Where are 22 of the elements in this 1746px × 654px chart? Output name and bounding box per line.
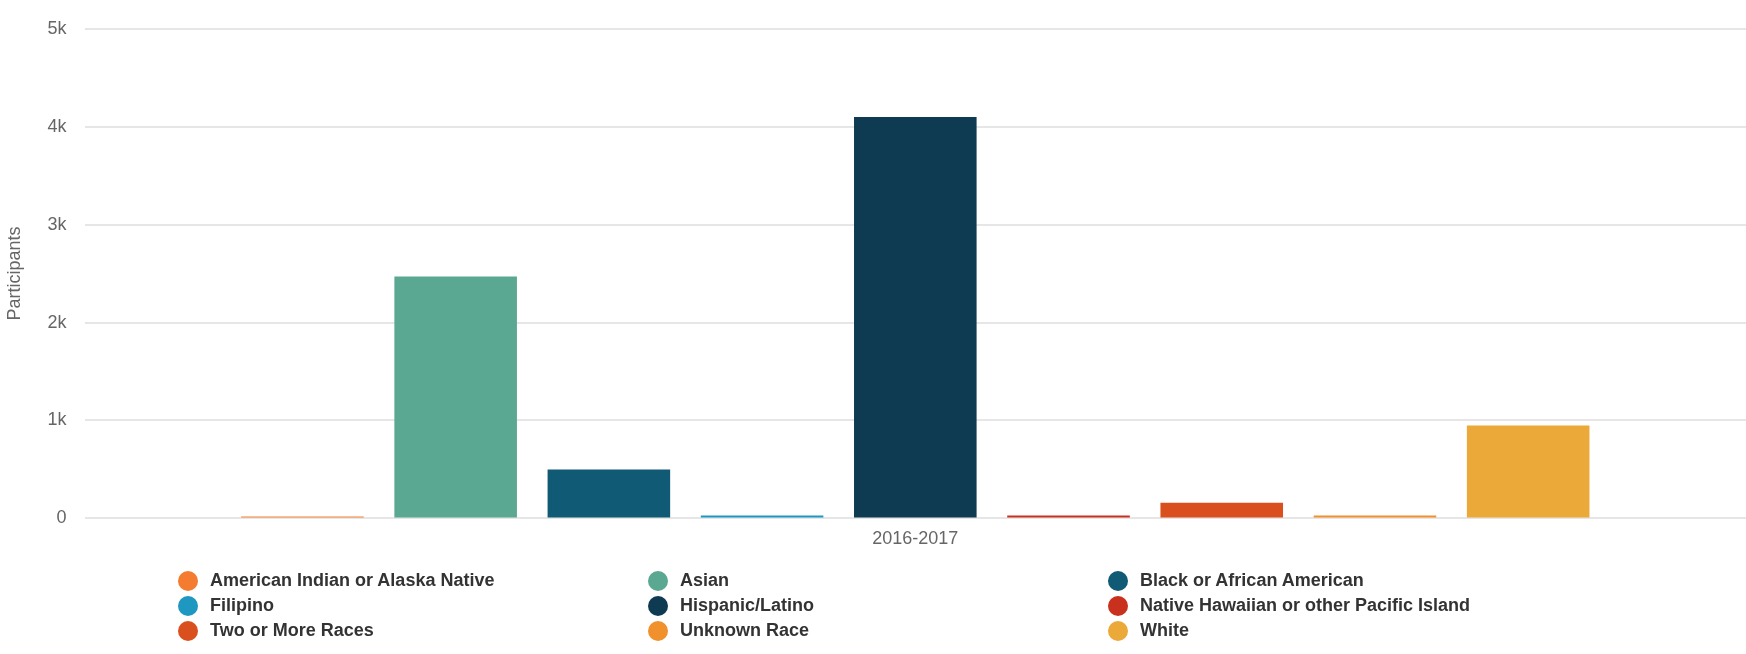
legend-label: Filipino [210,595,274,616]
bar [547,469,671,518]
legend-label: Asian [680,570,730,591]
bar [394,276,517,518]
bar [1466,425,1590,518]
bar [854,116,977,518]
y-tick-label: 1k [47,409,68,430]
y-tick-label: 4k [47,115,68,136]
legend-label: Hispanic/Latino [680,595,815,616]
legend-label: Black or African American [1140,570,1364,591]
x-tick-label: 2016-2017 [872,528,959,549]
y-tick-label: 5k [47,17,68,38]
y-tick-label: 3k [47,213,68,234]
legend-label: White [1140,620,1189,641]
legend-label: Two or More Races [210,620,374,641]
y-tick-label: 2k [47,311,68,332]
y-axis-title: Participants [3,226,24,321]
y-tick-label: 0 [56,507,67,528]
legend-label: Native Hawaiian or other Pacific Island [1140,595,1471,616]
legend-label: Unknown Race [680,620,810,641]
bar [1160,502,1284,518]
legend-label: American Indian or Alaska Native [210,570,495,591]
